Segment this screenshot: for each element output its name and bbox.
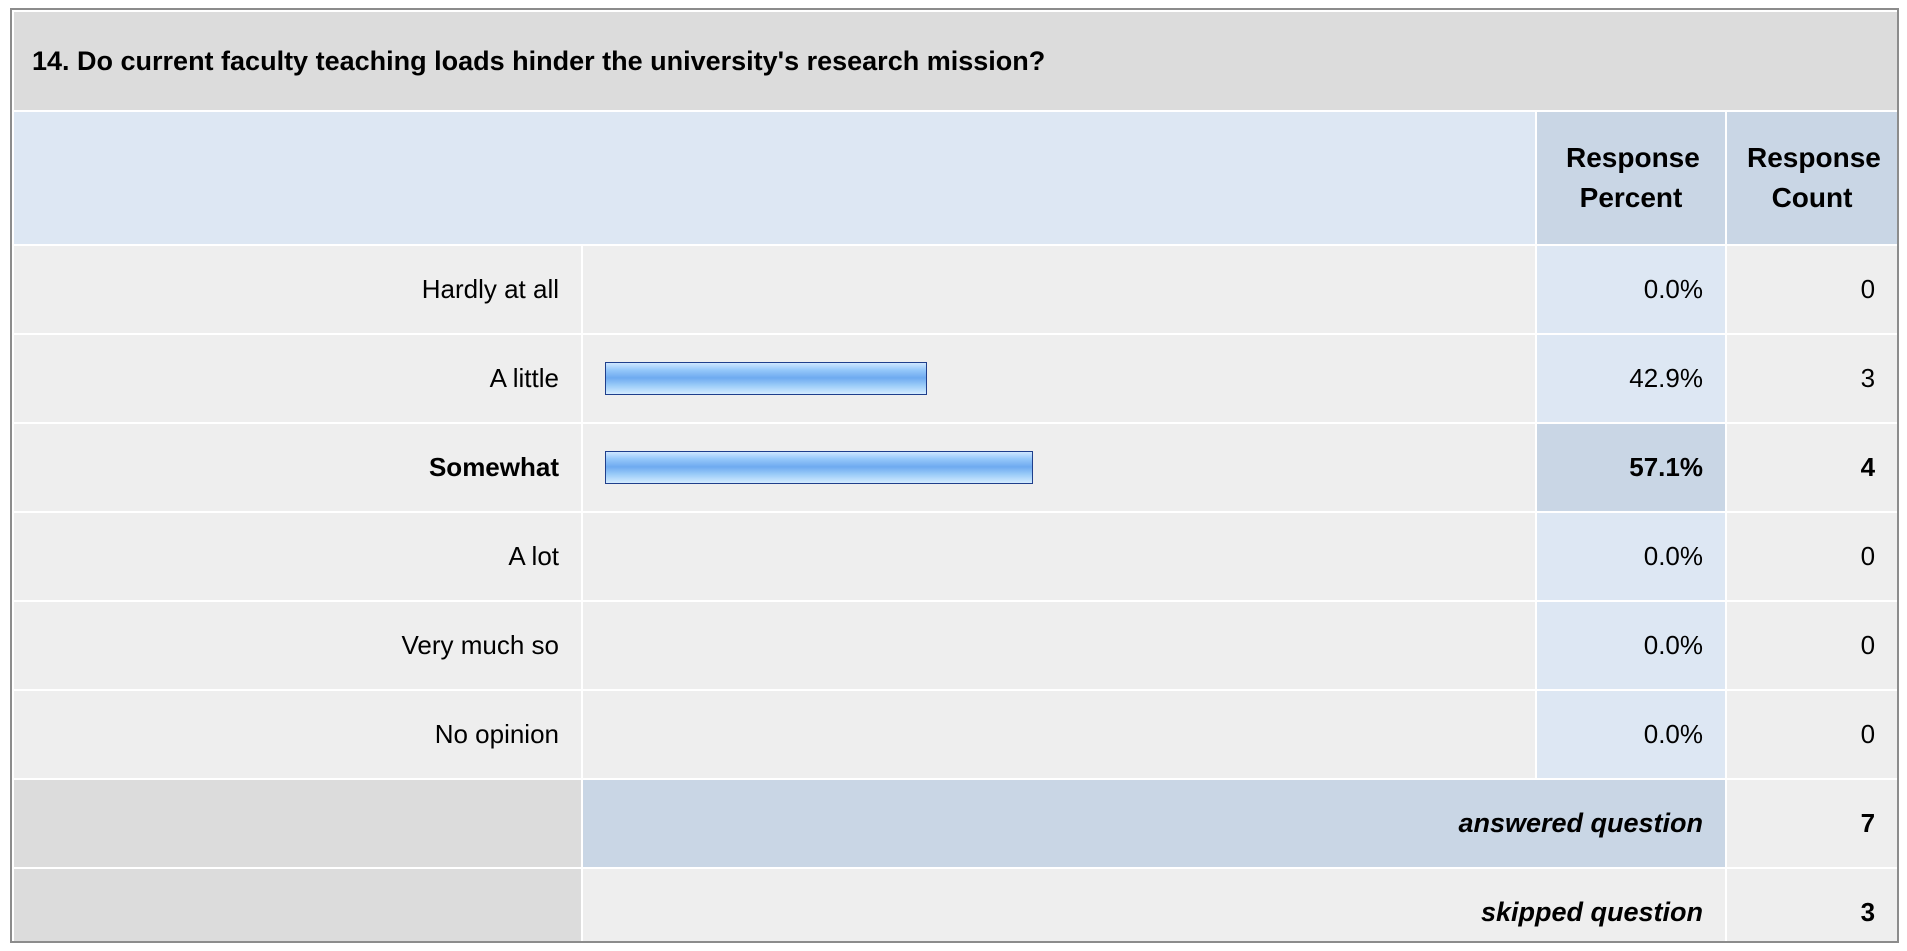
bar-cell bbox=[581, 422, 1537, 513]
response-bar bbox=[605, 451, 1033, 484]
answer-label: A lot bbox=[12, 511, 583, 602]
response-percent: 0.0% bbox=[1535, 689, 1727, 780]
question-title: 14. Do current faculty teaching loads hi… bbox=[12, 10, 1897, 112]
response-percent-header-text: Response Percent bbox=[1566, 142, 1700, 213]
answer-row: Very much so 0.0% 0 bbox=[12, 600, 1897, 691]
response-percent: 57.1% bbox=[1535, 422, 1727, 513]
answer-label: A little bbox=[12, 333, 583, 424]
response-count: 0 bbox=[1724, 689, 1897, 780]
response-percent: 0.0% bbox=[1535, 511, 1727, 602]
answered-label: answered question bbox=[581, 778, 1727, 869]
survey-results-frame: 14. Do current faculty teaching loads hi… bbox=[10, 8, 1899, 943]
skipped-blank bbox=[12, 867, 583, 941]
response-count: 0 bbox=[1724, 511, 1897, 602]
response-percent: 0.0% bbox=[1535, 600, 1727, 691]
survey-results-table: 14. Do current faculty teaching loads hi… bbox=[12, 10, 1897, 941]
answer-label: Very much so bbox=[12, 600, 583, 691]
response-percent-header: Response Percent bbox=[1535, 110, 1727, 246]
answer-row: Hardly at all 0.0% 0 bbox=[12, 244, 1897, 335]
answered-blank bbox=[12, 778, 583, 869]
response-percent: 42.9% bbox=[1535, 333, 1727, 424]
question-title-row: 14. Do current faculty teaching loads hi… bbox=[12, 10, 1897, 112]
response-percent: 0.0% bbox=[1535, 244, 1727, 335]
skipped-value: 3 bbox=[1724, 867, 1897, 941]
bar-cell bbox=[581, 600, 1537, 691]
answer-row: A little 42.9% 3 bbox=[12, 333, 1897, 424]
response-count: 3 bbox=[1724, 333, 1897, 424]
response-count: 0 bbox=[1724, 244, 1897, 335]
bar-cell bbox=[581, 689, 1537, 780]
answer-label: Somewhat bbox=[12, 422, 583, 513]
header-row: Response Percent Response Count bbox=[12, 110, 1897, 246]
bar-cell bbox=[581, 244, 1537, 335]
response-count: 4 bbox=[1724, 422, 1897, 513]
response-count-header: Response Count bbox=[1724, 110, 1897, 246]
bar-cell bbox=[581, 511, 1537, 602]
skipped-label: skipped question bbox=[581, 867, 1727, 941]
response-count-header-text: Response Count bbox=[1747, 142, 1881, 213]
answer-label: No opinion bbox=[12, 689, 583, 780]
answered-value: 7 bbox=[1724, 778, 1897, 869]
answered-row: answered question 7 bbox=[12, 778, 1897, 869]
answer-row: No opinion 0.0% 0 bbox=[12, 689, 1897, 780]
answer-label: Hardly at all bbox=[12, 244, 583, 335]
skipped-row: skipped question 3 bbox=[12, 867, 1897, 941]
answer-row: Somewhat 57.1% 4 bbox=[12, 422, 1897, 513]
response-count: 0 bbox=[1724, 600, 1897, 691]
response-bar bbox=[605, 362, 927, 395]
answer-row: A lot 0.0% 0 bbox=[12, 511, 1897, 602]
header-blank bbox=[12, 110, 1537, 246]
bar-cell bbox=[581, 333, 1537, 424]
